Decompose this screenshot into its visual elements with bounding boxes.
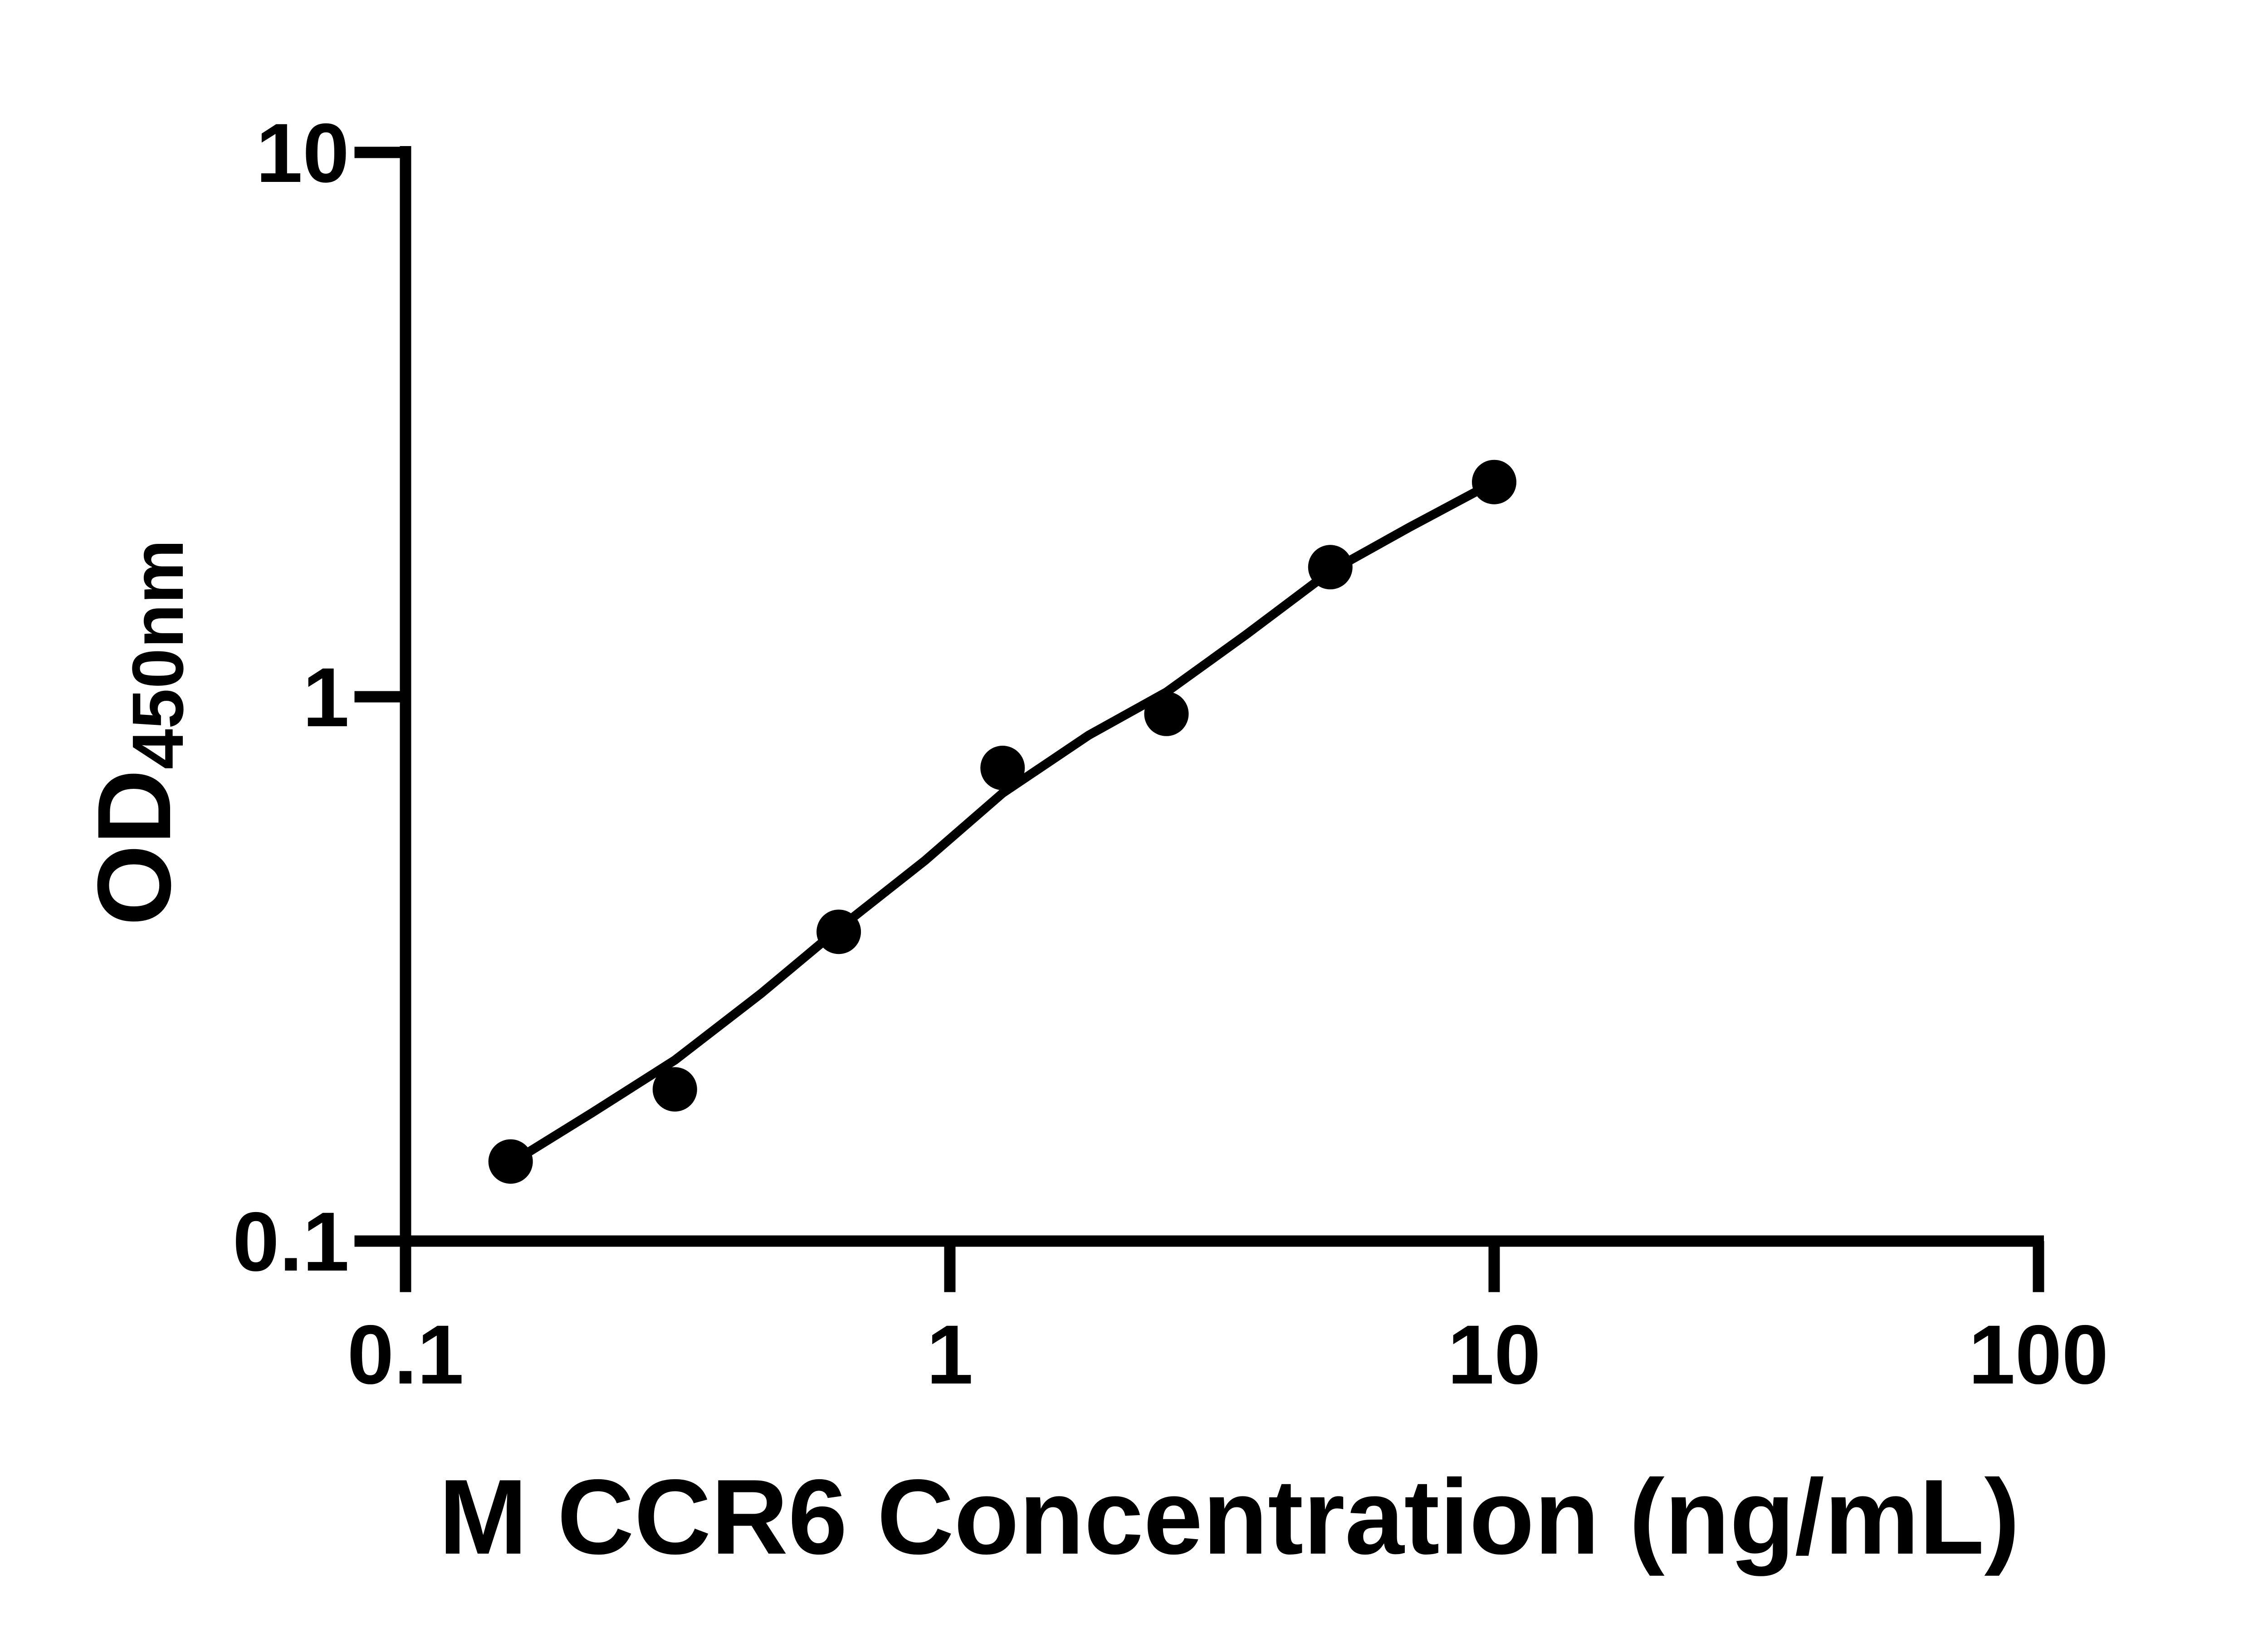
y-tick-label: 0.1 (233, 1195, 349, 1289)
x-tick-label: 1 (927, 1308, 973, 1402)
data-point (816, 909, 861, 954)
y-axis-title: OD450nm (76, 539, 198, 926)
x-axis-ticks: 0.1 1 10 100 (347, 1241, 2108, 1402)
data-points (488, 460, 1516, 1184)
plot-area (488, 460, 1516, 1184)
data-point (652, 1067, 697, 1112)
data-point (1144, 691, 1189, 736)
x-axis-title: M CCR6 Concentration (ng/mL) (439, 1457, 2020, 1576)
y-tick-label: 1 (303, 651, 349, 744)
x-tick-label: 100 (1969, 1308, 2109, 1402)
data-point (1472, 460, 1516, 504)
data-point (980, 745, 1025, 790)
data-point (488, 1139, 533, 1184)
y-tick-label: 10 (256, 107, 349, 200)
y-axis-title-subscript: 450nm (117, 539, 198, 769)
x-tick-label: 10 (1447, 1308, 1541, 1402)
fit-curve-line (506, 477, 1499, 1168)
y-axis-title-main: OD (76, 769, 192, 926)
axes (361, 146, 2044, 1247)
data-point (1308, 545, 1353, 590)
x-tick-label: 0.1 (347, 1308, 464, 1402)
y-axis-ticks: 10 1 0.1 (233, 107, 406, 1289)
